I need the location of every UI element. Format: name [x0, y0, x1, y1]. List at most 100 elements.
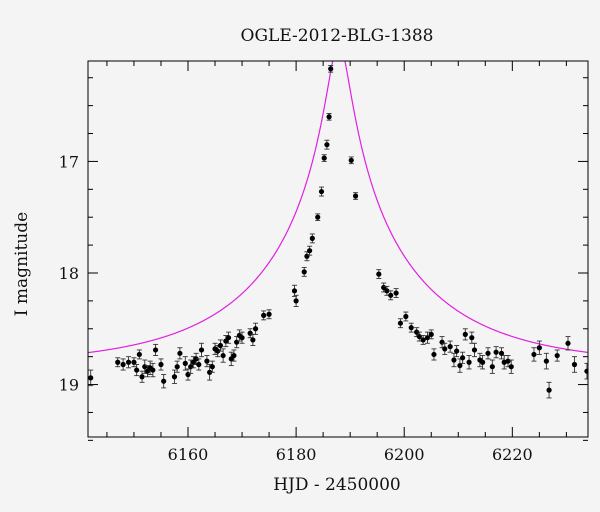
point-marker: [384, 288, 390, 294]
y-tick-label: 17: [59, 152, 79, 171]
data-point: [454, 345, 460, 358]
data-point: [120, 358, 126, 371]
data-point: [466, 355, 472, 370]
point-marker: [120, 361, 126, 368]
data-point: [424, 331, 431, 344]
point-marker: [217, 342, 224, 349]
point-marker: [131, 359, 137, 365]
data-point: [215, 345, 221, 358]
point-marker: [442, 346, 448, 352]
point-marker: [134, 367, 140, 373]
point-marker: [565, 340, 571, 346]
data-point: [185, 368, 191, 381]
point-marker: [459, 355, 466, 361]
data-point: [266, 309, 272, 320]
data-point: [471, 342, 478, 358]
data-point: [408, 322, 414, 333]
data-point: [416, 331, 422, 342]
point-marker: [536, 345, 542, 351]
data-point: [293, 294, 299, 307]
data-point: [442, 342, 448, 355]
point-marker: [485, 350, 491, 356]
data-point: [250, 333, 256, 346]
point-marker: [152, 347, 159, 353]
plot-area: [88, 61, 588, 399]
data-point: [571, 356, 578, 373]
model-curve: [88, 61, 588, 354]
data-point: [198, 342, 205, 358]
data-point: [301, 266, 307, 277]
data-point: [321, 154, 327, 162]
point-marker: [393, 290, 399, 296]
data-point: [136, 349, 142, 360]
point-marker: [142, 364, 148, 370]
point-marker: [451, 357, 457, 363]
data-point: [231, 349, 237, 362]
data-point: [207, 364, 213, 381]
data-point: [420, 335, 426, 345]
data-point: [152, 343, 159, 357]
data-point: [158, 358, 164, 371]
data-point: [462, 328, 468, 341]
data-point: [220, 348, 226, 363]
data-point: [498, 347, 505, 360]
data-point: [150, 362, 156, 378]
data-point: [397, 318, 404, 329]
data-point: [196, 358, 202, 371]
data-point: [536, 340, 542, 355]
point-marker: [489, 364, 495, 370]
point-marker: [209, 364, 215, 370]
point-marker: [431, 351, 437, 358]
data-point: [388, 290, 394, 301]
point-marker: [408, 325, 414, 331]
data-point: [479, 355, 486, 370]
data-point: [261, 310, 267, 321]
data-point: [217, 339, 224, 352]
data-point: [161, 374, 167, 389]
point-marker: [207, 369, 213, 375]
point-marker: [291, 288, 298, 294]
data-point: [247, 328, 253, 339]
x-tick-label: 6180: [276, 445, 317, 464]
data-points-layer: [88, 65, 588, 399]
data-point: [291, 284, 298, 297]
point-marker: [498, 350, 505, 356]
data-point: [439, 336, 445, 349]
point-marker: [318, 188, 325, 195]
data-point: [428, 329, 434, 340]
point-marker: [439, 339, 445, 345]
point-marker: [403, 313, 409, 320]
point-marker: [158, 361, 164, 368]
data-point: [348, 156, 354, 165]
data-point: [324, 139, 330, 150]
y-axis-label: I magnitude: [12, 212, 32, 316]
data-point: [88, 369, 94, 387]
data-point: [485, 347, 491, 360]
model-curve-layer: [88, 61, 588, 354]
point-marker: [125, 359, 132, 365]
data-point: [234, 336, 240, 349]
data-point: [307, 245, 313, 256]
point-marker: [174, 364, 180, 370]
y-tick-label: 18: [59, 264, 79, 283]
point-marker: [543, 358, 549, 364]
data-point: [584, 362, 588, 380]
data-point: [131, 357, 137, 368]
data-point: [328, 65, 334, 73]
x-axis-label: HJD - 2450000: [273, 475, 401, 495]
data-point: [489, 359, 495, 374]
point-marker: [234, 339, 240, 345]
data-point: [508, 359, 514, 374]
point-marker: [177, 350, 183, 356]
plot-frame: [87, 60, 589, 438]
data-point: [225, 331, 232, 344]
data-point: [193, 352, 199, 365]
point-marker: [397, 320, 404, 326]
point-marker: [554, 352, 560, 359]
y-tick-label: 19: [59, 376, 79, 395]
data-point: [134, 364, 140, 377]
point-marker: [182, 360, 188, 366]
data-point: [393, 288, 399, 298]
chart-title: OGLE-2012-BLG-1388: [241, 26, 434, 46]
